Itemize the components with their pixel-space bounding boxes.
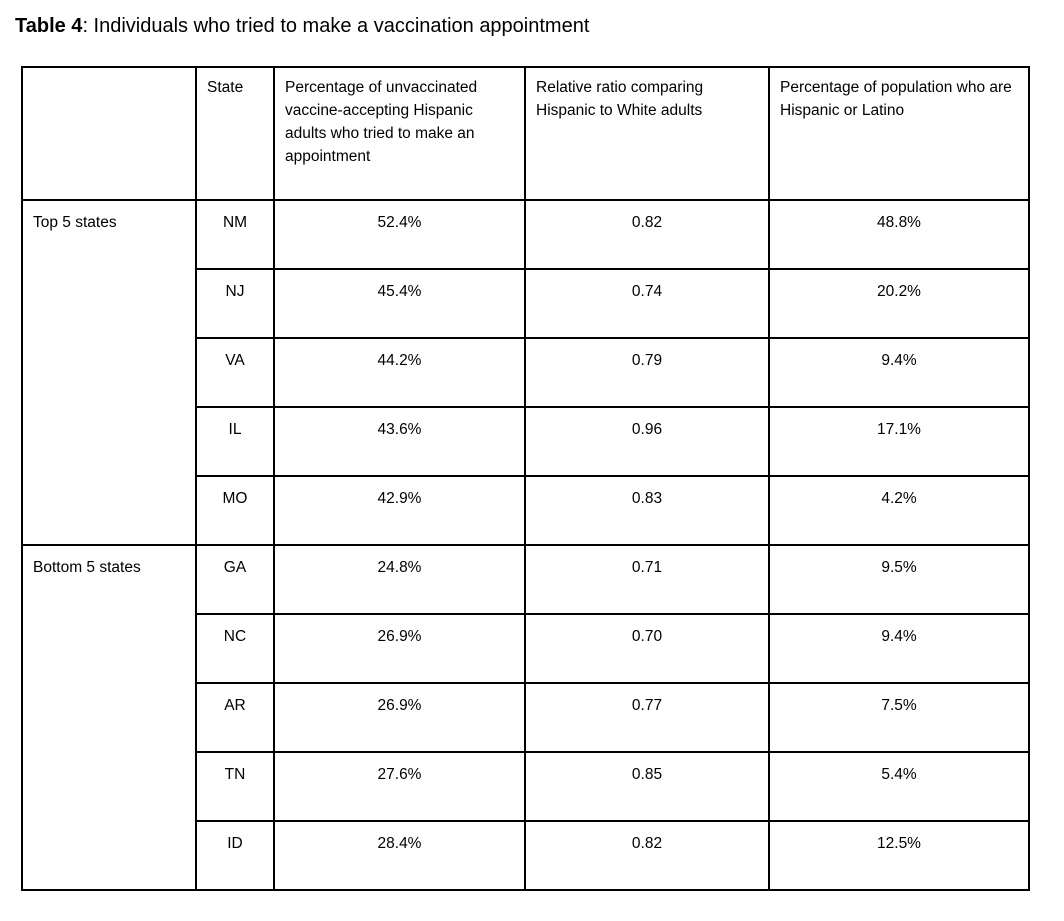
cell-pct-tried: 44.2% bbox=[273, 337, 526, 408]
cell-state: NJ bbox=[195, 268, 275, 339]
table-row: IL 43.6% 0.96 17.1% bbox=[22, 406, 1030, 477]
header-state: State bbox=[195, 66, 275, 201]
group-label-top5: Top 5 states bbox=[21, 199, 197, 546]
cell-pct-tried: 26.9% bbox=[273, 613, 526, 684]
cell-pct-pop: 9.4% bbox=[768, 337, 1030, 408]
cell-ratio: 0.71 bbox=[524, 544, 770, 615]
header-group-empty bbox=[21, 66, 197, 201]
cell-ratio: 0.85 bbox=[524, 751, 770, 822]
cell-state: MO bbox=[195, 475, 275, 546]
cell-pct-pop: 17.1% bbox=[768, 406, 1030, 477]
cell-state: ID bbox=[195, 820, 275, 891]
cell-ratio: 0.70 bbox=[524, 613, 770, 684]
cell-pct-pop: 5.4% bbox=[768, 751, 1030, 822]
table-row: Top 5 states NM 52.4% 0.82 48.8% bbox=[21, 199, 1030, 546]
table-row: TN 27.6% 0.85 5.4% bbox=[22, 751, 1030, 822]
table-row: MO 42.9% 0.83 4.2% bbox=[22, 475, 1030, 546]
table-caption: Table 4: Individuals who tried to make a… bbox=[15, 13, 1064, 39]
cell-pct-pop: 9.5% bbox=[768, 544, 1030, 615]
cell-pct-tried: 27.6% bbox=[273, 751, 526, 822]
cell-state: AR bbox=[195, 682, 275, 753]
table-row: NC 26.9% 0.70 9.4% bbox=[22, 613, 1030, 684]
cell-pct-tried: 26.9% bbox=[273, 682, 526, 753]
cell-pct-pop: 12.5% bbox=[768, 820, 1030, 891]
cell-pct-pop: 48.8% bbox=[768, 199, 1030, 270]
cell-ratio: 0.96 bbox=[524, 406, 770, 477]
table-row: VA 44.2% 0.79 9.4% bbox=[22, 337, 1030, 408]
header-pct-tried: Percentage of unvaccinated vaccine-accep… bbox=[273, 66, 526, 201]
cell-pct-pop: 20.2% bbox=[768, 268, 1030, 339]
header-row: State Percentage of unvaccinated vaccine… bbox=[21, 66, 1030, 201]
cell-ratio: 0.82 bbox=[524, 820, 770, 891]
table-row: NJ 45.4% 0.74 20.2% bbox=[22, 268, 1030, 339]
cell-pct-tried: 28.4% bbox=[273, 820, 526, 891]
cell-state: TN bbox=[195, 751, 275, 822]
table-caption-label: Table 4 bbox=[15, 15, 83, 37]
group-label-bottom5: Bottom 5 states bbox=[21, 544, 197, 891]
header-pct-pop: Percentage of population who are Hispani… bbox=[768, 66, 1030, 201]
table-caption-text: : Individuals who tried to make a vaccin… bbox=[82, 15, 590, 37]
cell-pct-tried: 52.4% bbox=[273, 199, 526, 270]
table-row: AR 26.9% 0.77 7.5% bbox=[22, 682, 1030, 753]
cell-state: VA bbox=[195, 337, 275, 408]
cell-state: GA bbox=[195, 544, 275, 615]
table-row: Bottom 5 states GA 24.8% 0.71 9.5% bbox=[21, 544, 1030, 891]
cell-ratio: 0.83 bbox=[524, 475, 770, 546]
cell-ratio: 0.74 bbox=[524, 268, 770, 339]
cell-pct-tried: 24.8% bbox=[273, 544, 526, 615]
cell-state: IL bbox=[195, 406, 275, 477]
cell-pct-pop: 9.4% bbox=[768, 613, 1030, 684]
vaccination-appointment-table: State Percentage of unvaccinated vaccine… bbox=[21, 66, 1030, 891]
header-ratio: Relative ratio comparing Hispanic to Whi… bbox=[524, 66, 770, 201]
cell-state: NM bbox=[195, 199, 275, 270]
cell-state: NC bbox=[195, 613, 275, 684]
table-row: ID 28.4% 0.82 12.5% bbox=[22, 820, 1030, 891]
cell-pct-tried: 42.9% bbox=[273, 475, 526, 546]
cell-pct-tried: 45.4% bbox=[273, 268, 526, 339]
cell-pct-pop: 7.5% bbox=[768, 682, 1030, 753]
cell-pct-pop: 4.2% bbox=[768, 475, 1030, 546]
cell-ratio: 0.82 bbox=[524, 199, 770, 270]
cell-pct-tried: 43.6% bbox=[273, 406, 526, 477]
cell-ratio: 0.77 bbox=[524, 682, 770, 753]
cell-ratio: 0.79 bbox=[524, 337, 770, 408]
